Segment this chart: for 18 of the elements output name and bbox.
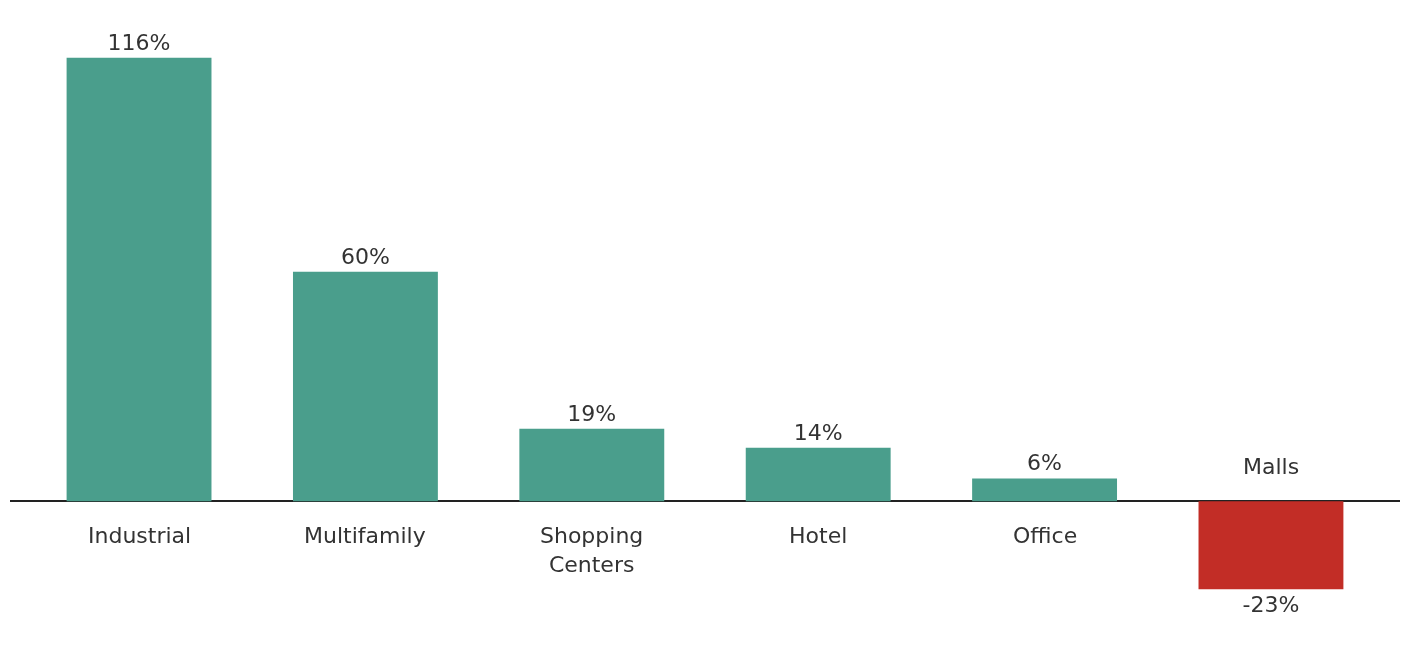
- bar: [292, 271, 438, 502]
- data-label: 60%: [340, 243, 390, 269]
- x-tick-label: Shopping Centers: [540, 523, 644, 577]
- x-tick-label: Industrial: [88, 523, 192, 548]
- x-tick-label: Multifamily: [304, 523, 426, 548]
- bar: [519, 428, 665, 502]
- bar: [972, 478, 1118, 502]
- data-label: 19%: [567, 400, 617, 426]
- bar: [745, 447, 891, 502]
- data-label: -23%: [1242, 592, 1300, 618]
- data-label: 116%: [107, 29, 171, 55]
- data-label: 6%: [1027, 450, 1063, 476]
- data-label: 14%: [793, 419, 843, 445]
- bar: [1198, 501, 1344, 590]
- x-tick-label: Office: [1013, 523, 1078, 548]
- x-tick-label: Malls: [1243, 454, 1300, 479]
- x-tick-label: Hotel: [789, 523, 848, 548]
- bar: [66, 57, 212, 502]
